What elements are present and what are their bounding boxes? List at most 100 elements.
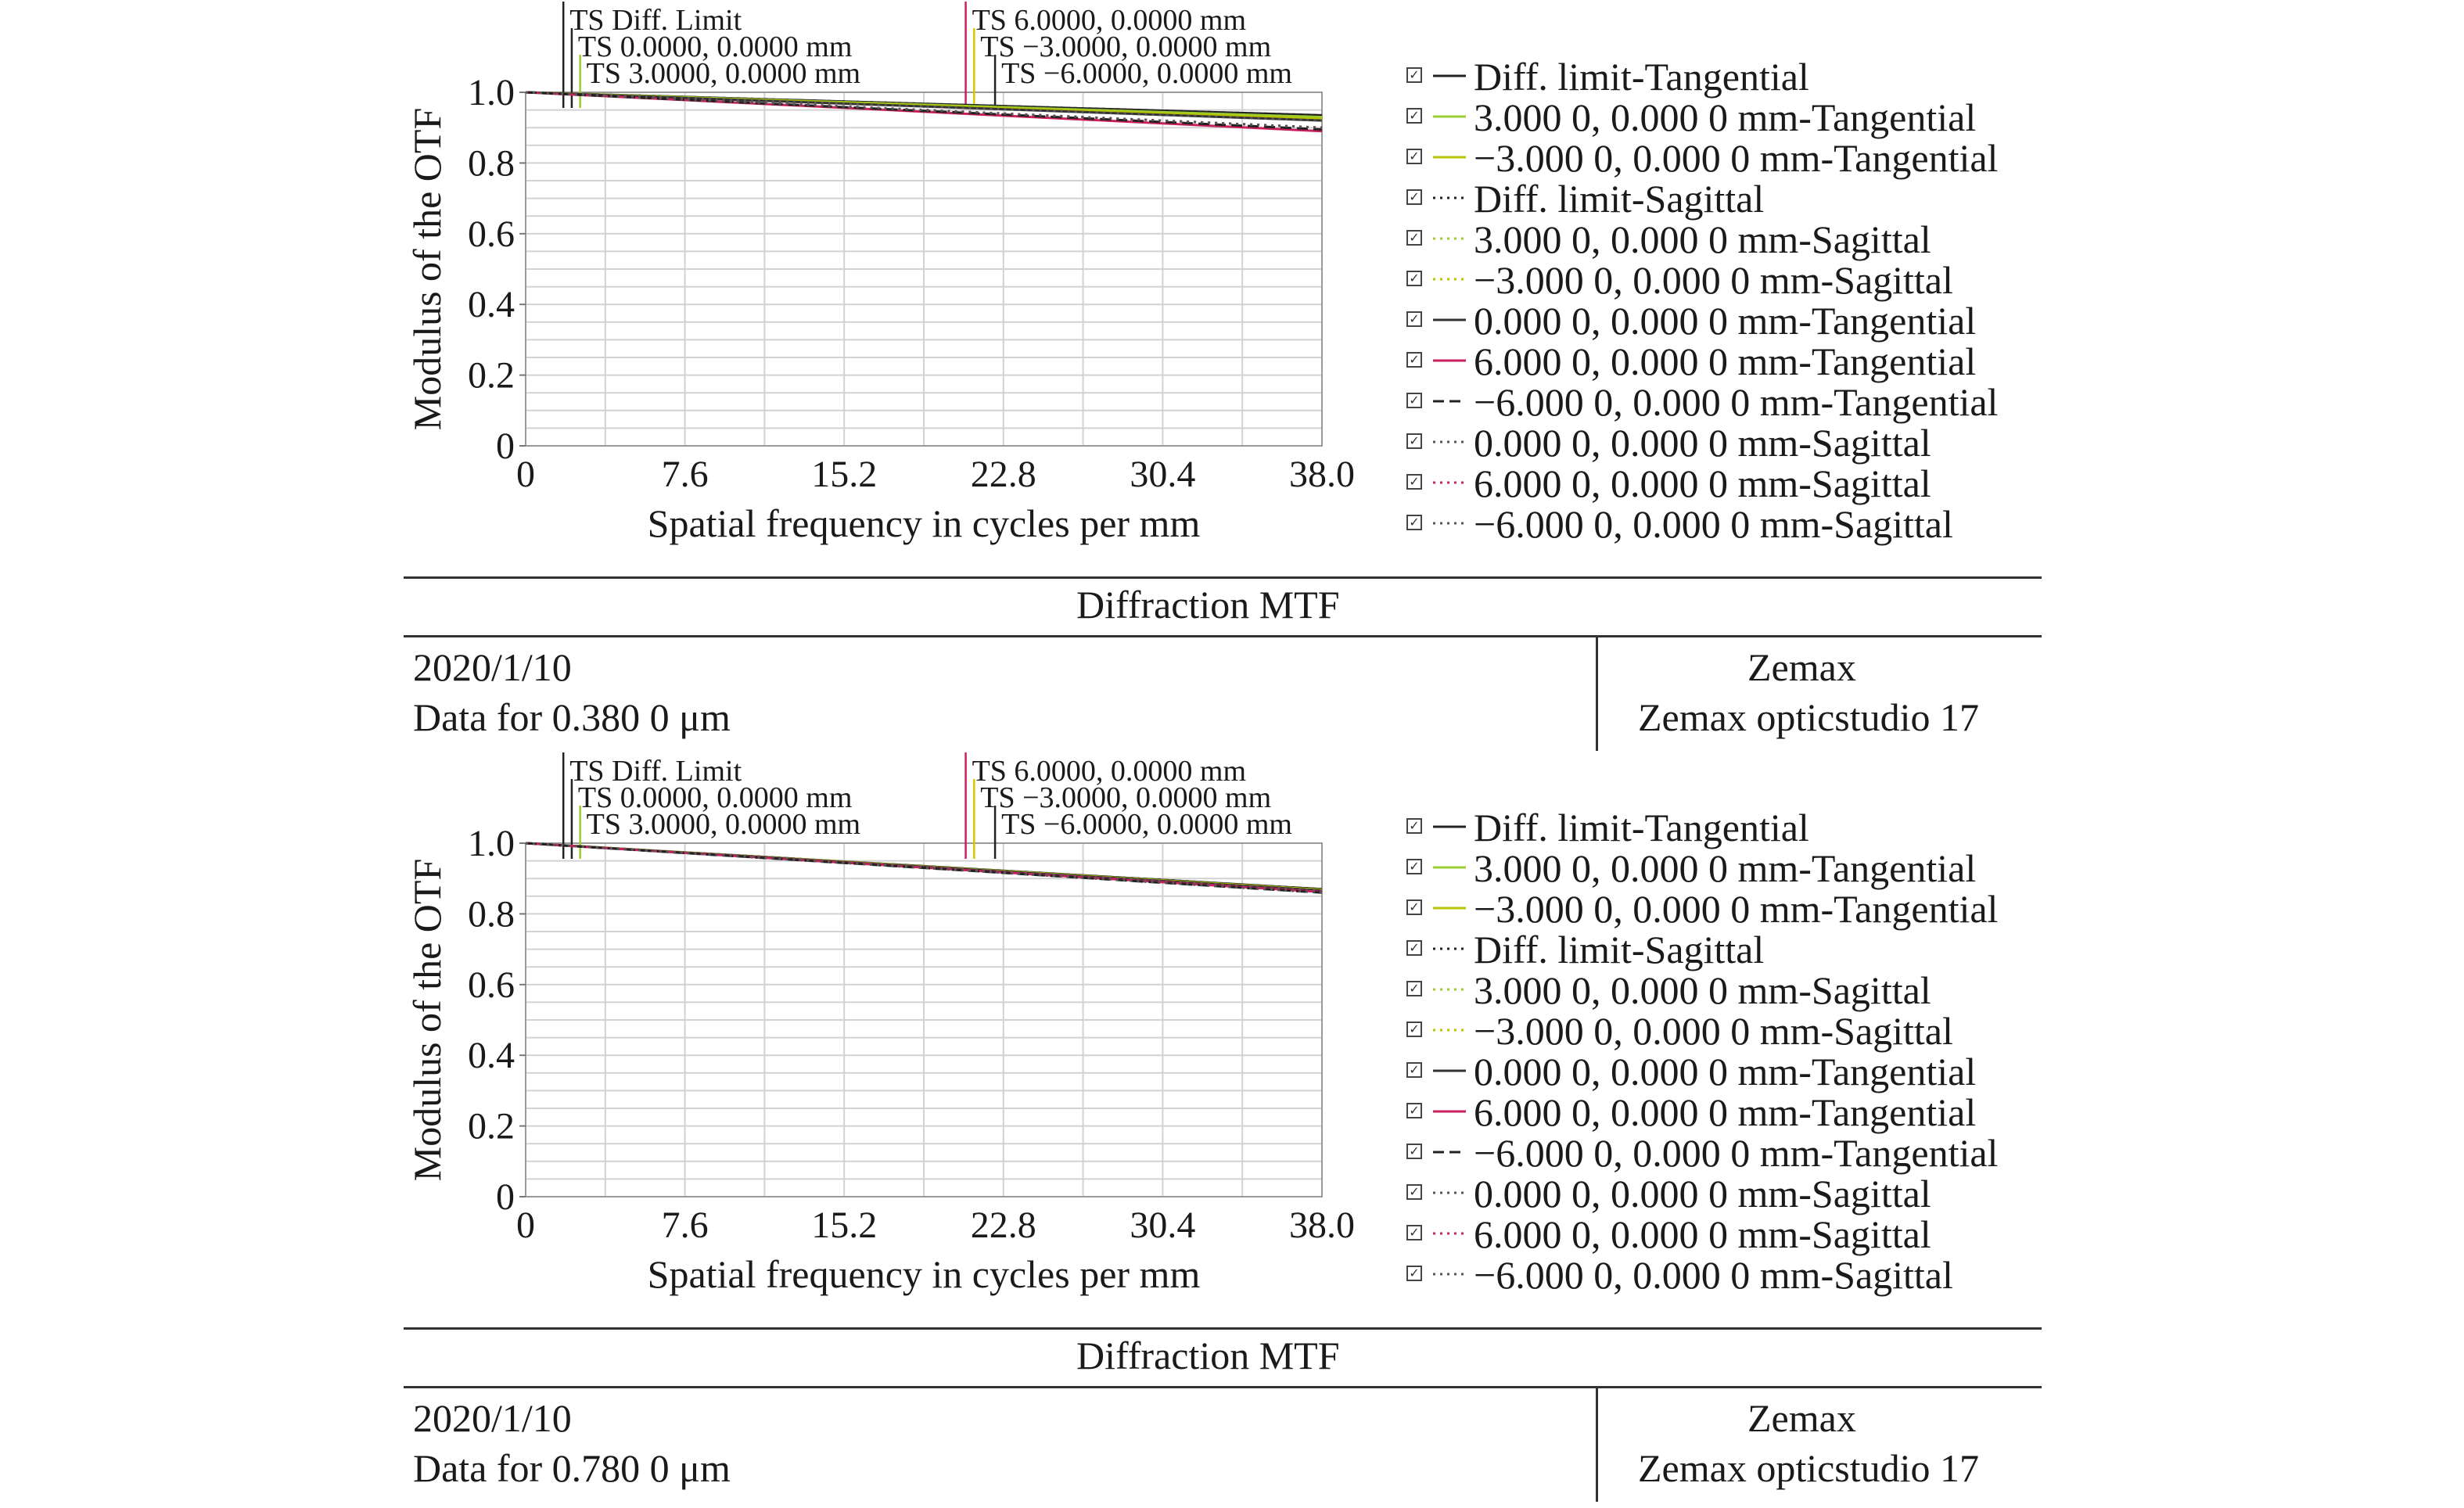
legend-checkbox-icon[interactable]: ✓ [1406, 311, 1422, 327]
legend-swatch [1433, 318, 1466, 321]
x-tick-label: 15.2 [811, 1205, 877, 1246]
y-axis-label: Modulus of the OTF [405, 859, 449, 1182]
legend-swatch [1433, 1069, 1466, 1072]
legend-label: −3.000 0, 0.000 0 mm-Sagittal [1474, 1009, 1953, 1053]
legend-swatch [1433, 1029, 1466, 1032]
legend-checkbox-icon[interactable]: ✓ [1406, 940, 1422, 956]
x-tick-label: 30.4 [1130, 454, 1195, 495]
mtf-chart-2: 0 0.2 0.4 0.6 0.8 1.0 0 7.6 15.2 22.8 30.4 38.0 Spat… [405, 752, 1355, 1296]
legend-checkbox-icon[interactable]: ✓ [1406, 1144, 1422, 1159]
legend-label: 3.000 0, 0.000 0 mm-Tangential [1474, 95, 1977, 139]
legend-label: Diff. limit-Tangential [1474, 55, 1809, 99]
footer-vendor: Zemax [1747, 645, 1856, 689]
y-tick-label: 0 [496, 1176, 515, 1218]
plot-frame [525, 842, 1323, 1197]
legend-label: 0.000 0, 0.000 0 mm-Sagittal [1474, 1172, 1931, 1215]
legend-checkbox-icon[interactable]: ✓ [1406, 271, 1422, 286]
footer-product: Zemax opticstudio 17 [1638, 695, 1980, 739]
legend-swatch [1433, 156, 1466, 159]
field-marker-label: TS 3.0000, 0.0000 mm [587, 808, 860, 841]
footer-data-for: Data for 0.380 0 μm [413, 695, 731, 739]
x-tick-label: 0 [516, 1205, 535, 1246]
legend-swatch [1433, 481, 1466, 484]
series-line [525, 91, 1323, 119]
x-tick-label: 30.4 [1130, 1205, 1195, 1246]
legend-checkbox-icon[interactable]: ✓ [1406, 108, 1422, 124]
legend-checkbox-icon[interactable]: ✓ [1406, 515, 1422, 530]
legend-label: −6.000 0, 0.000 0 mm-Sagittal [1474, 1253, 1953, 1297]
legend-checkbox-icon[interactable]: ✓ [1406, 474, 1422, 490]
x-tick-label: 22.8 [971, 1205, 1036, 1246]
legend-label: −6.000 0, 0.000 0 mm-Tangential [1474, 1131, 1999, 1175]
footer-title: Diffraction MTF [1076, 583, 1340, 627]
legend-label: −6.000 0, 0.000 0 mm-Tangential [1474, 380, 1999, 424]
plot-frame [525, 92, 1323, 447]
legend-swatch [1433, 1273, 1466, 1276]
mtf-panel-1: 0 0.2 0.4 0.6 0.8 1.0 0 7.6 15.2 22.8 30.4 38.0 Spat… [0, 0, 2464, 751]
divider-middle [404, 1386, 2042, 1388]
y-tick-label: 0.6 [468, 214, 515, 255]
legend-checkbox-icon[interactable]: ✓ [1406, 899, 1422, 915]
footer-date: 2020/1/10 [413, 1396, 572, 1440]
y-tick-label: 0.8 [468, 142, 515, 184]
x-axis-label: Spatial frequency in cycles per mm [648, 501, 1201, 545]
legend-checkbox-icon[interactable]: ✓ [1406, 1103, 1422, 1118]
series-line [525, 91, 1323, 117]
field-marker-label: TS Diff. Limit [569, 4, 742, 37]
field-marker-label: TS 6.0000, 0.0000 mm [972, 755, 1246, 788]
legend-label: −6.000 0, 0.000 0 mm-Sagittal [1474, 502, 1953, 546]
footer-date: 2020/1/10 [413, 645, 572, 689]
field-marker-label: TS −3.0000, 0.0000 mm [980, 781, 1271, 814]
legend-label: −3.000 0, 0.000 0 mm-Sagittal [1474, 258, 1953, 302]
legend-checkbox-icon[interactable]: ✓ [1406, 149, 1422, 164]
legend-swatch [1433, 400, 1466, 403]
legend-label: 0.000 0, 0.000 0 mm-Tangential [1474, 299, 1977, 343]
x-tick-label: 7.6 [662, 454, 709, 495]
legend-checkbox-icon[interactable]: ✓ [1406, 189, 1422, 205]
legend-checkbox-icon[interactable]: ✓ [1406, 981, 1422, 996]
legend-checkbox-icon[interactable]: ✓ [1406, 433, 1422, 449]
divider-vertical [1596, 1386, 1598, 1502]
y-tick-label: 0.4 [468, 1035, 515, 1076]
legend-checkbox-icon[interactable]: ✓ [1406, 859, 1422, 874]
x-tick-label: 22.8 [971, 454, 1036, 495]
legend-checkbox-icon[interactable]: ✓ [1406, 1021, 1422, 1037]
legend-label: Diff. limit-Sagittal [1474, 928, 1765, 971]
legend-checkbox-icon[interactable]: ✓ [1406, 393, 1422, 408]
y-axis-label: Modulus of the OTF [405, 108, 449, 431]
y-tick-label: 1.0 [468, 72, 515, 113]
x-tick-label: 38.0 [1289, 1205, 1355, 1246]
footer-product: Zemax opticstudio 17 [1638, 1446, 1980, 1490]
legend-checkbox-icon[interactable]: ✓ [1406, 1062, 1422, 1078]
legend-label: Diff. limit-Tangential [1474, 806, 1809, 849]
x-tick-label: 38.0 [1289, 454, 1355, 495]
field-marker-label: TS −3.0000, 0.0000 mm [980, 31, 1271, 63]
legend-label: 0.000 0, 0.000 0 mm-Tangential [1474, 1050, 1977, 1093]
legend-label: 6.000 0, 0.000 0 mm-Sagittal [1474, 461, 1931, 505]
legend-swatch [1433, 1232, 1466, 1235]
legend-checkbox-icon[interactable]: ✓ [1406, 352, 1422, 368]
y-tick-label: 0.8 [468, 893, 515, 935]
y-tick-label: 0.2 [468, 1106, 515, 1147]
legend-checkbox-icon[interactable]: ✓ [1406, 230, 1422, 246]
field-marker-label: TS 3.0000, 0.0000 mm [587, 57, 860, 90]
y-tick-label: 1.0 [468, 823, 515, 864]
legend-swatch [1433, 278, 1466, 281]
legend-swatch [1433, 1151, 1466, 1154]
legend-swatch [1433, 522, 1466, 525]
legend-checkbox-icon[interactable]: ✓ [1406, 67, 1422, 83]
legend-label: 6.000 0, 0.000 0 mm-Sagittal [1474, 1212, 1931, 1256]
series-line [525, 91, 1323, 131]
y-tick-label: 0.4 [468, 284, 515, 325]
legend-checkbox-icon[interactable]: ✓ [1406, 1225, 1422, 1241]
legend-checkbox-icon[interactable]: ✓ [1406, 1184, 1422, 1200]
series-line [525, 91, 1323, 122]
footer-vendor: Zemax [1747, 1396, 1856, 1440]
legend-checkbox-icon[interactable]: ✓ [1406, 818, 1422, 834]
legend-label: 6.000 0, 0.000 0 mm-Tangential [1474, 1090, 1977, 1134]
legend-swatch [1433, 907, 1466, 910]
legend-checkbox-icon[interactable]: ✓ [1406, 1266, 1422, 1281]
legend-swatch [1433, 440, 1466, 443]
legend-swatch [1433, 866, 1466, 869]
series-line [525, 842, 1323, 894]
